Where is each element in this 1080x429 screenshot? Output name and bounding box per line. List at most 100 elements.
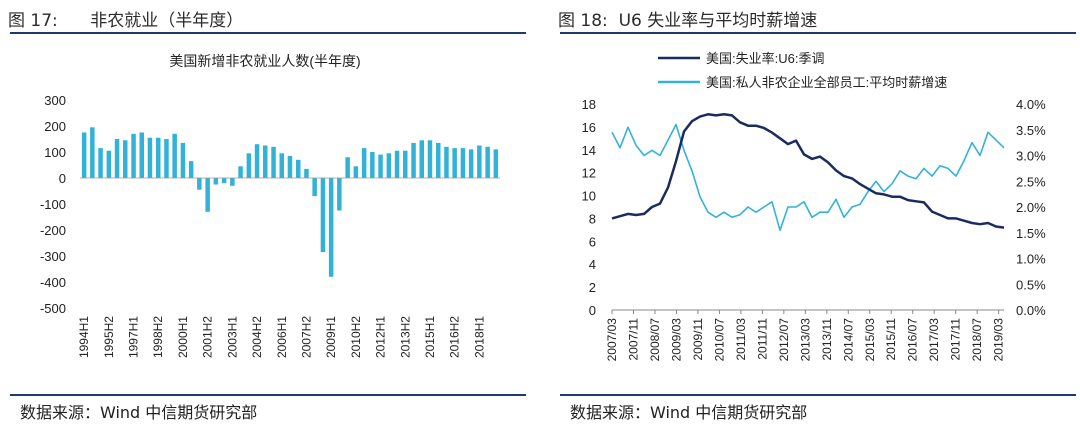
x-tick-label: 2010H2 bbox=[349, 316, 363, 358]
bar bbox=[238, 166, 243, 178]
bar bbox=[188, 161, 194, 178]
bar bbox=[452, 148, 457, 178]
x-tick-label: 1998H2 bbox=[151, 316, 165, 358]
y-tick-label: 200 bbox=[44, 119, 66, 134]
bar bbox=[156, 137, 161, 178]
x-tick-label: 2013/03 bbox=[798, 318, 812, 362]
bar bbox=[131, 133, 136, 178]
y-left-tick-label: 12 bbox=[582, 166, 596, 181]
legend-label: 美国:失业率:U6:季调 bbox=[706, 51, 824, 66]
bar bbox=[254, 144, 260, 178]
bar bbox=[98, 148, 103, 178]
y-right-tick-label: 3.0% bbox=[1016, 149, 1046, 164]
bar bbox=[403, 150, 408, 178]
x-tick-label: 2004H2 bbox=[250, 316, 264, 358]
x-tick-label: 2012/07 bbox=[777, 318, 791, 362]
bar bbox=[477, 145, 482, 178]
bar bbox=[304, 168, 309, 178]
x-tick-label: 1997H1 bbox=[127, 316, 141, 358]
x-tick-label: 2018H1 bbox=[472, 316, 486, 358]
x-tick-label: 2013/11 bbox=[820, 318, 834, 361]
bar bbox=[180, 142, 186, 178]
legend-label: 美国:私人非农企业全部员工:平均时薪增速 bbox=[706, 75, 947, 90]
bar bbox=[164, 139, 169, 178]
bar bbox=[230, 178, 235, 186]
bar bbox=[485, 146, 490, 178]
y-left-tick-label: 2 bbox=[589, 280, 596, 295]
bar bbox=[172, 133, 177, 178]
x-tick-label: 2000H1 bbox=[176, 316, 190, 358]
y-tick-label: -100 bbox=[40, 197, 66, 212]
bar bbox=[90, 127, 95, 178]
bar bbox=[386, 153, 392, 178]
y-tick-label: -400 bbox=[40, 275, 66, 290]
x-tick-label: 2011/03 bbox=[734, 318, 748, 361]
title-rule bbox=[560, 32, 1076, 34]
bar bbox=[221, 178, 227, 184]
x-tick-label: 2009/03 bbox=[669, 318, 683, 362]
bar bbox=[345, 157, 350, 178]
y-right-tick-label: 3.5% bbox=[1016, 123, 1046, 138]
x-tick-label: 2010/07 bbox=[712, 318, 726, 362]
bar bbox=[419, 140, 424, 178]
bar bbox=[296, 159, 301, 178]
source-note: 数据来源：Wind 中信期货研究部 bbox=[570, 403, 808, 422]
x-tick-label: 2006H1 bbox=[275, 316, 289, 358]
x-tick-label: 2011/11 bbox=[755, 318, 769, 360]
bar bbox=[427, 140, 433, 178]
x-tick-label: 2017/11 bbox=[949, 318, 963, 361]
bar bbox=[320, 178, 326, 253]
x-tick-label: 2015/11 bbox=[884, 318, 898, 361]
source-note: 数据来源：Wind 中信期货研究部 bbox=[20, 403, 258, 422]
bar bbox=[279, 153, 284, 178]
bar bbox=[337, 178, 342, 211]
y-left-tick-label: 18 bbox=[582, 97, 596, 112]
bar bbox=[328, 178, 334, 277]
y-left-tick-label: 6 bbox=[589, 234, 596, 249]
bar bbox=[394, 150, 400, 178]
x-tick-label: 2012H1 bbox=[374, 316, 388, 358]
bar bbox=[312, 178, 317, 197]
y-tick-label: -300 bbox=[40, 249, 66, 264]
x-tick-label: 2016H2 bbox=[448, 316, 462, 358]
x-tick-label: 2001H2 bbox=[201, 316, 215, 358]
bar bbox=[213, 178, 219, 185]
y-left-tick-label: 0 bbox=[589, 303, 596, 318]
series-line bbox=[611, 113, 1005, 229]
x-tick-label: 2015/03 bbox=[863, 318, 877, 362]
x-tick-label: 1994H1 bbox=[77, 316, 91, 358]
x-tick-label: 1995H2 bbox=[102, 316, 116, 358]
x-tick-label: 2007/03 bbox=[605, 318, 619, 362]
x-tick-label: 2009H1 bbox=[324, 316, 338, 358]
y-left-tick-label: 14 bbox=[582, 143, 596, 158]
figure-title: 图 18: U6 失业率与平均时薪增速 bbox=[558, 6, 817, 31]
y-tick-label: -200 bbox=[40, 223, 66, 238]
bar bbox=[493, 149, 499, 178]
figure-name: 非农就业（半年度） bbox=[90, 11, 244, 31]
y-right-tick-label: 0.0% bbox=[1016, 303, 1046, 318]
bar bbox=[81, 132, 87, 178]
y-right-tick-label: 4.0% bbox=[1016, 97, 1046, 112]
figure-label: 图 17: bbox=[8, 11, 58, 31]
y-right-tick-label: 2.5% bbox=[1016, 174, 1046, 189]
y-right-tick-label: 2.0% bbox=[1016, 200, 1046, 215]
bar bbox=[197, 178, 202, 190]
figure-title: 图 17: 非农就业（半年度） bbox=[8, 6, 243, 31]
bar bbox=[468, 149, 474, 178]
y-tick-label: -500 bbox=[40, 301, 66, 316]
y-right-tick-label: 1.5% bbox=[1016, 226, 1046, 241]
y-right-tick-label: 1.0% bbox=[1016, 252, 1046, 267]
y-tick-label: 300 bbox=[44, 93, 66, 108]
bar bbox=[147, 137, 153, 178]
bar bbox=[436, 142, 441, 178]
chart-title: 美国新增非农就业人数(半年度) bbox=[169, 53, 360, 69]
bar bbox=[411, 142, 416, 178]
y-left-tick-label: 10 bbox=[582, 189, 596, 204]
y-left-tick-label: 8 bbox=[589, 211, 596, 226]
x-tick-label: 2016/07 bbox=[906, 318, 920, 362]
bar bbox=[378, 154, 383, 178]
x-tick-label: 2014/07 bbox=[841, 318, 855, 362]
bar bbox=[114, 139, 120, 178]
x-tick-label: 2009/11 bbox=[691, 318, 705, 361]
